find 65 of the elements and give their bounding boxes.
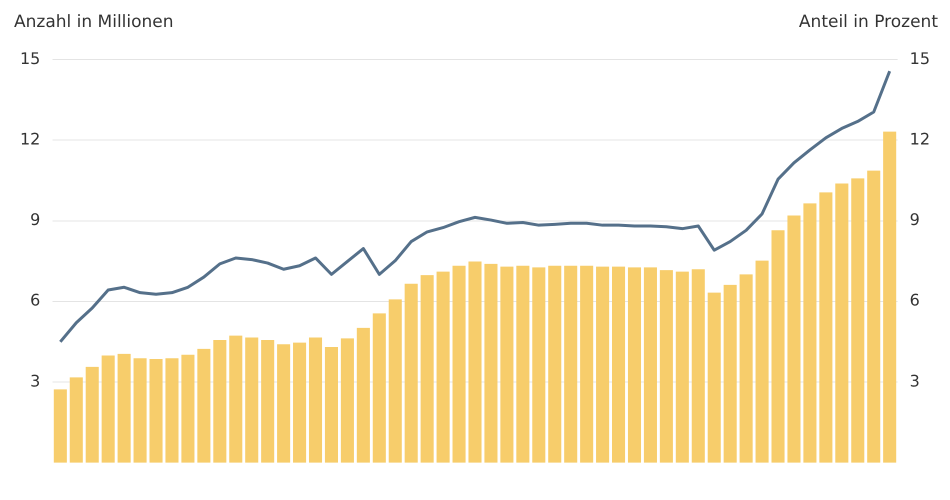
bar	[756, 260, 769, 463]
bar	[134, 358, 147, 463]
bar	[277, 344, 290, 463]
bar	[420, 275, 434, 463]
bar	[70, 377, 83, 463]
bar	[468, 261, 482, 463]
bar	[676, 272, 689, 463]
y2-tick-label: 3	[910, 371, 920, 390]
y-tick-label: 12	[20, 129, 40, 148]
bar	[165, 358, 179, 463]
bar	[851, 178, 864, 463]
bar	[532, 267, 546, 463]
bar	[484, 264, 498, 463]
y-axis-title: Anzahl in Millionen	[14, 12, 174, 34]
y2-tick-label: 15	[910, 48, 930, 68]
bar	[404, 284, 418, 463]
bar	[54, 389, 67, 463]
bar	[612, 266, 626, 463]
bar	[436, 272, 450, 463]
y-tick-label: 3	[30, 371, 40, 390]
y2-tick-label: 9	[910, 210, 920, 230]
y2-axis-title: Anteil in Prozent	[798, 12, 938, 34]
bar	[564, 266, 578, 463]
bar	[356, 328, 370, 463]
bar	[787, 216, 801, 463]
bar	[452, 266, 466, 463]
bar	[596, 266, 610, 463]
bar	[708, 292, 721, 463]
bar	[628, 267, 642, 463]
bar	[516, 266, 530, 463]
y2-tick-label: 6	[910, 290, 920, 310]
bar	[149, 359, 163, 463]
bar	[740, 274, 753, 463]
bar	[293, 342, 306, 463]
bar	[548, 266, 562, 463]
bar	[867, 170, 880, 463]
bar	[771, 230, 785, 463]
y2-tick-label: 12	[910, 129, 930, 148]
bar	[724, 284, 737, 463]
bar	[388, 299, 402, 463]
bar	[372, 313, 386, 463]
bar	[324, 346, 338, 463]
bar	[213, 340, 226, 463]
bar	[245, 338, 258, 463]
bar	[692, 269, 705, 463]
bar	[102, 356, 115, 463]
bar	[883, 132, 896, 463]
bar	[835, 184, 848, 463]
bar	[803, 203, 816, 463]
bar	[229, 336, 242, 463]
bar	[580, 266, 594, 463]
bar	[644, 267, 657, 463]
bar	[197, 348, 210, 463]
y-tick-label: 9	[30, 210, 40, 230]
bar	[660, 270, 673, 463]
bar	[819, 192, 832, 463]
bar	[86, 366, 99, 463]
bar	[308, 338, 322, 463]
bar	[118, 354, 131, 463]
bar	[181, 354, 194, 463]
bar	[500, 266, 514, 463]
y-tick-label: 15	[20, 48, 40, 68]
bar	[261, 340, 274, 463]
bar	[340, 338, 354, 463]
y-tick-label: 6	[30, 290, 40, 310]
